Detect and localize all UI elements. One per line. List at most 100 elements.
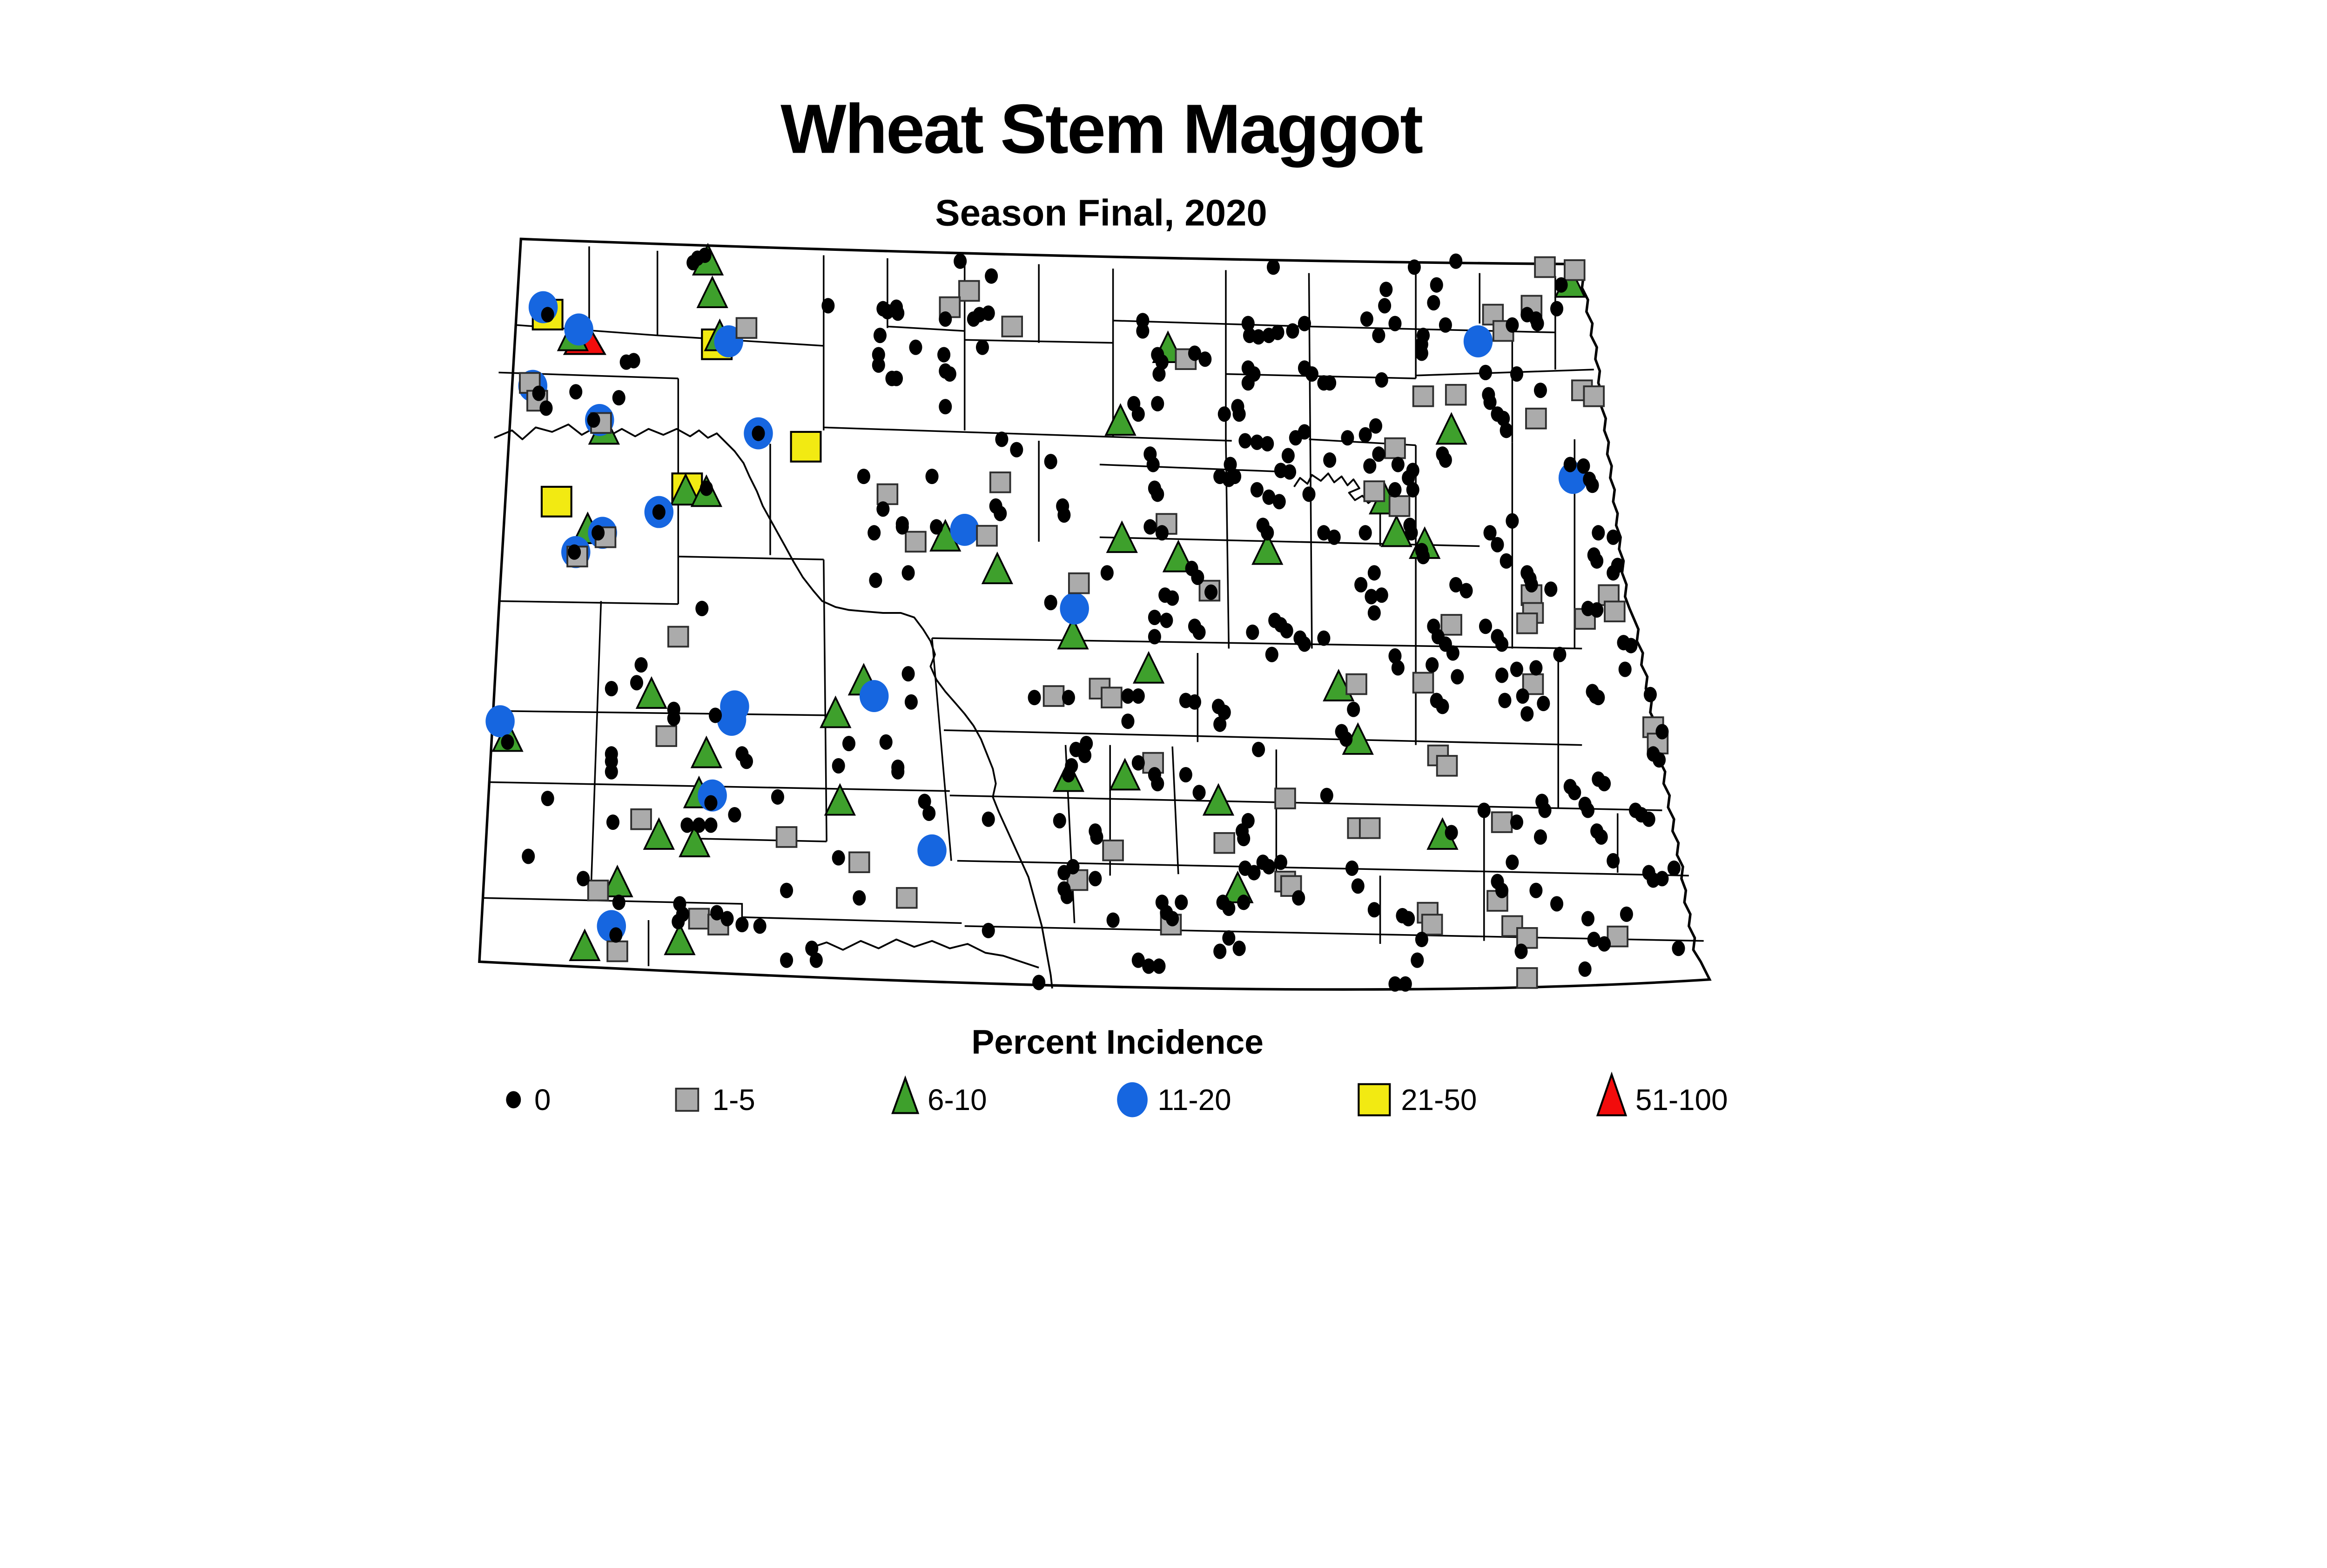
point-0 xyxy=(994,505,1007,521)
point-0 xyxy=(1624,638,1638,653)
point-0 xyxy=(1607,853,1620,869)
point-0 xyxy=(630,675,644,691)
legend-label-51-100: 51-100 xyxy=(1635,1083,1728,1117)
point-0 xyxy=(982,811,995,827)
point-0 xyxy=(805,941,819,956)
point-1-5 xyxy=(1213,832,1236,854)
legend-symbol-0 xyxy=(506,1091,521,1109)
point-1-5 xyxy=(1564,259,1586,281)
point-0 xyxy=(1131,952,1145,968)
point-0 xyxy=(891,305,905,321)
point-0 xyxy=(1224,457,1237,472)
point-0 xyxy=(1100,565,1114,581)
point-0 xyxy=(1436,699,1449,714)
point-0 xyxy=(1388,648,1402,664)
legend-label-1-5: 1-5 xyxy=(713,1083,755,1117)
point-0 xyxy=(1131,755,1145,771)
point-0 xyxy=(1506,317,1519,333)
point-0 xyxy=(1250,434,1264,450)
point-0 xyxy=(522,848,535,864)
point-0 xyxy=(1563,457,1577,472)
point-0 xyxy=(1520,706,1534,722)
legend-item-1-5: 1-5 xyxy=(675,1083,755,1117)
point-1-5 xyxy=(1516,612,1538,634)
point-6-10 xyxy=(1106,520,1138,553)
wheat-stem-maggot-map: Wheat Stem Maggot Season Final, 2020 Per… xyxy=(478,89,1728,1117)
point-0 xyxy=(1439,317,1452,333)
point-0 xyxy=(872,357,885,373)
point-1-5 xyxy=(1101,686,1123,708)
point-0 xyxy=(1500,553,1513,569)
point-0 xyxy=(1360,311,1373,327)
point-0 xyxy=(995,431,1009,447)
point-0 xyxy=(728,807,741,823)
point-0 xyxy=(1204,584,1218,600)
point-0 xyxy=(1148,609,1161,626)
point-1-5 xyxy=(1388,495,1411,517)
state-border xyxy=(478,237,1712,991)
point-0 xyxy=(1391,457,1405,472)
point-0 xyxy=(1090,829,1103,845)
point-0 xyxy=(1367,605,1381,621)
point-0 xyxy=(1510,814,1523,830)
point-0 xyxy=(918,794,931,809)
point-0 xyxy=(1302,486,1316,502)
point-0 xyxy=(909,339,922,355)
point-1-5 xyxy=(655,725,678,747)
point-0 xyxy=(1642,811,1655,827)
point-1-5 xyxy=(1440,614,1462,636)
point-0 xyxy=(1106,912,1120,928)
point-0 xyxy=(1250,482,1264,498)
legend-item-51-100: 51-100 xyxy=(1596,1071,1728,1117)
point-0 xyxy=(1655,871,1669,887)
point-0 xyxy=(753,918,767,934)
point-0 xyxy=(1280,623,1293,639)
point-0 xyxy=(1160,612,1173,628)
point-0 xyxy=(1222,900,1236,916)
point-0 xyxy=(985,268,998,284)
point-0 xyxy=(925,469,939,485)
point-1-5 xyxy=(896,887,918,909)
point-0 xyxy=(1537,695,1550,712)
point-0 xyxy=(1598,936,1611,952)
point-0 xyxy=(891,764,905,780)
point-0 xyxy=(1274,855,1287,870)
point-0 xyxy=(1388,482,1402,498)
point-1-5 xyxy=(1359,817,1381,839)
point-11-20 xyxy=(1463,325,1493,357)
point-0 xyxy=(832,850,845,866)
point-0 xyxy=(1550,301,1564,316)
point-0 xyxy=(605,764,618,780)
point-0 xyxy=(885,370,899,386)
point-0 xyxy=(539,400,553,416)
point-0 xyxy=(1402,911,1415,927)
point-1-5 xyxy=(958,280,980,302)
point-0 xyxy=(606,814,620,830)
point-0 xyxy=(1131,688,1145,704)
point-0 xyxy=(667,710,680,726)
point-0 xyxy=(1317,630,1331,646)
point-6-10 xyxy=(820,695,852,728)
point-0 xyxy=(1372,446,1385,462)
point-1-5 xyxy=(1363,480,1385,502)
point-0 xyxy=(1653,752,1666,768)
point-0 xyxy=(1406,482,1419,498)
point-0 xyxy=(1578,961,1592,977)
point-0 xyxy=(1121,713,1135,729)
point-0 xyxy=(1188,694,1201,710)
point-0 xyxy=(1166,590,1179,606)
point-0 xyxy=(1618,661,1632,677)
point-0 xyxy=(1378,298,1392,314)
point-0 xyxy=(704,817,718,833)
point-0 xyxy=(1151,486,1164,502)
point-0 xyxy=(1032,975,1046,990)
point-0 xyxy=(1121,688,1135,704)
point-0 xyxy=(1155,525,1169,541)
point-0 xyxy=(1281,448,1295,464)
point-0 xyxy=(842,735,856,752)
point-0 xyxy=(1607,529,1620,545)
point-21-50 xyxy=(790,431,822,463)
point-0 xyxy=(809,952,823,968)
point-0 xyxy=(1286,323,1299,339)
point-6-10 xyxy=(1162,539,1195,572)
